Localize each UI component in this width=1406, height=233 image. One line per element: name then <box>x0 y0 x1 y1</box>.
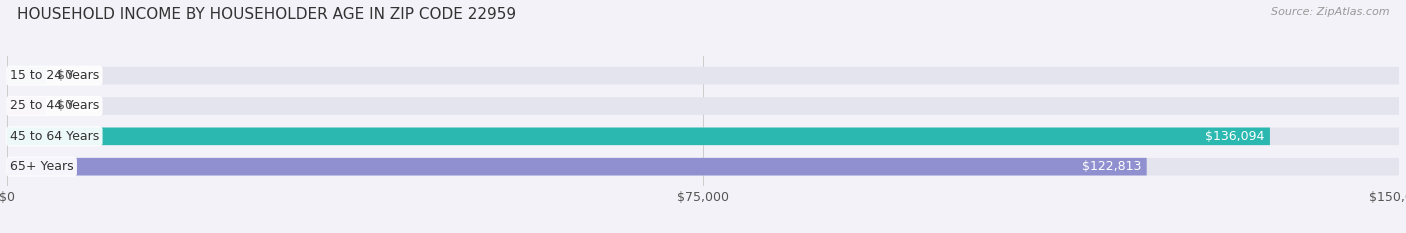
Text: Source: ZipAtlas.com: Source: ZipAtlas.com <box>1271 7 1389 17</box>
Text: 65+ Years: 65+ Years <box>10 160 73 173</box>
Text: $122,813: $122,813 <box>1081 160 1142 173</box>
Text: $0: $0 <box>58 99 73 113</box>
FancyBboxPatch shape <box>7 127 1270 145</box>
FancyBboxPatch shape <box>7 97 46 115</box>
Text: 15 to 24 Years: 15 to 24 Years <box>10 69 98 82</box>
Text: 25 to 44 Years: 25 to 44 Years <box>10 99 98 113</box>
FancyBboxPatch shape <box>7 158 1399 175</box>
FancyBboxPatch shape <box>7 67 46 84</box>
Text: 45 to 64 Years: 45 to 64 Years <box>10 130 98 143</box>
FancyBboxPatch shape <box>7 127 1399 145</box>
FancyBboxPatch shape <box>7 67 1399 84</box>
Text: $136,094: $136,094 <box>1205 130 1264 143</box>
Text: $0: $0 <box>58 69 73 82</box>
FancyBboxPatch shape <box>7 158 1147 175</box>
Text: HOUSEHOLD INCOME BY HOUSEHOLDER AGE IN ZIP CODE 22959: HOUSEHOLD INCOME BY HOUSEHOLDER AGE IN Z… <box>17 7 516 22</box>
FancyBboxPatch shape <box>7 97 1399 115</box>
